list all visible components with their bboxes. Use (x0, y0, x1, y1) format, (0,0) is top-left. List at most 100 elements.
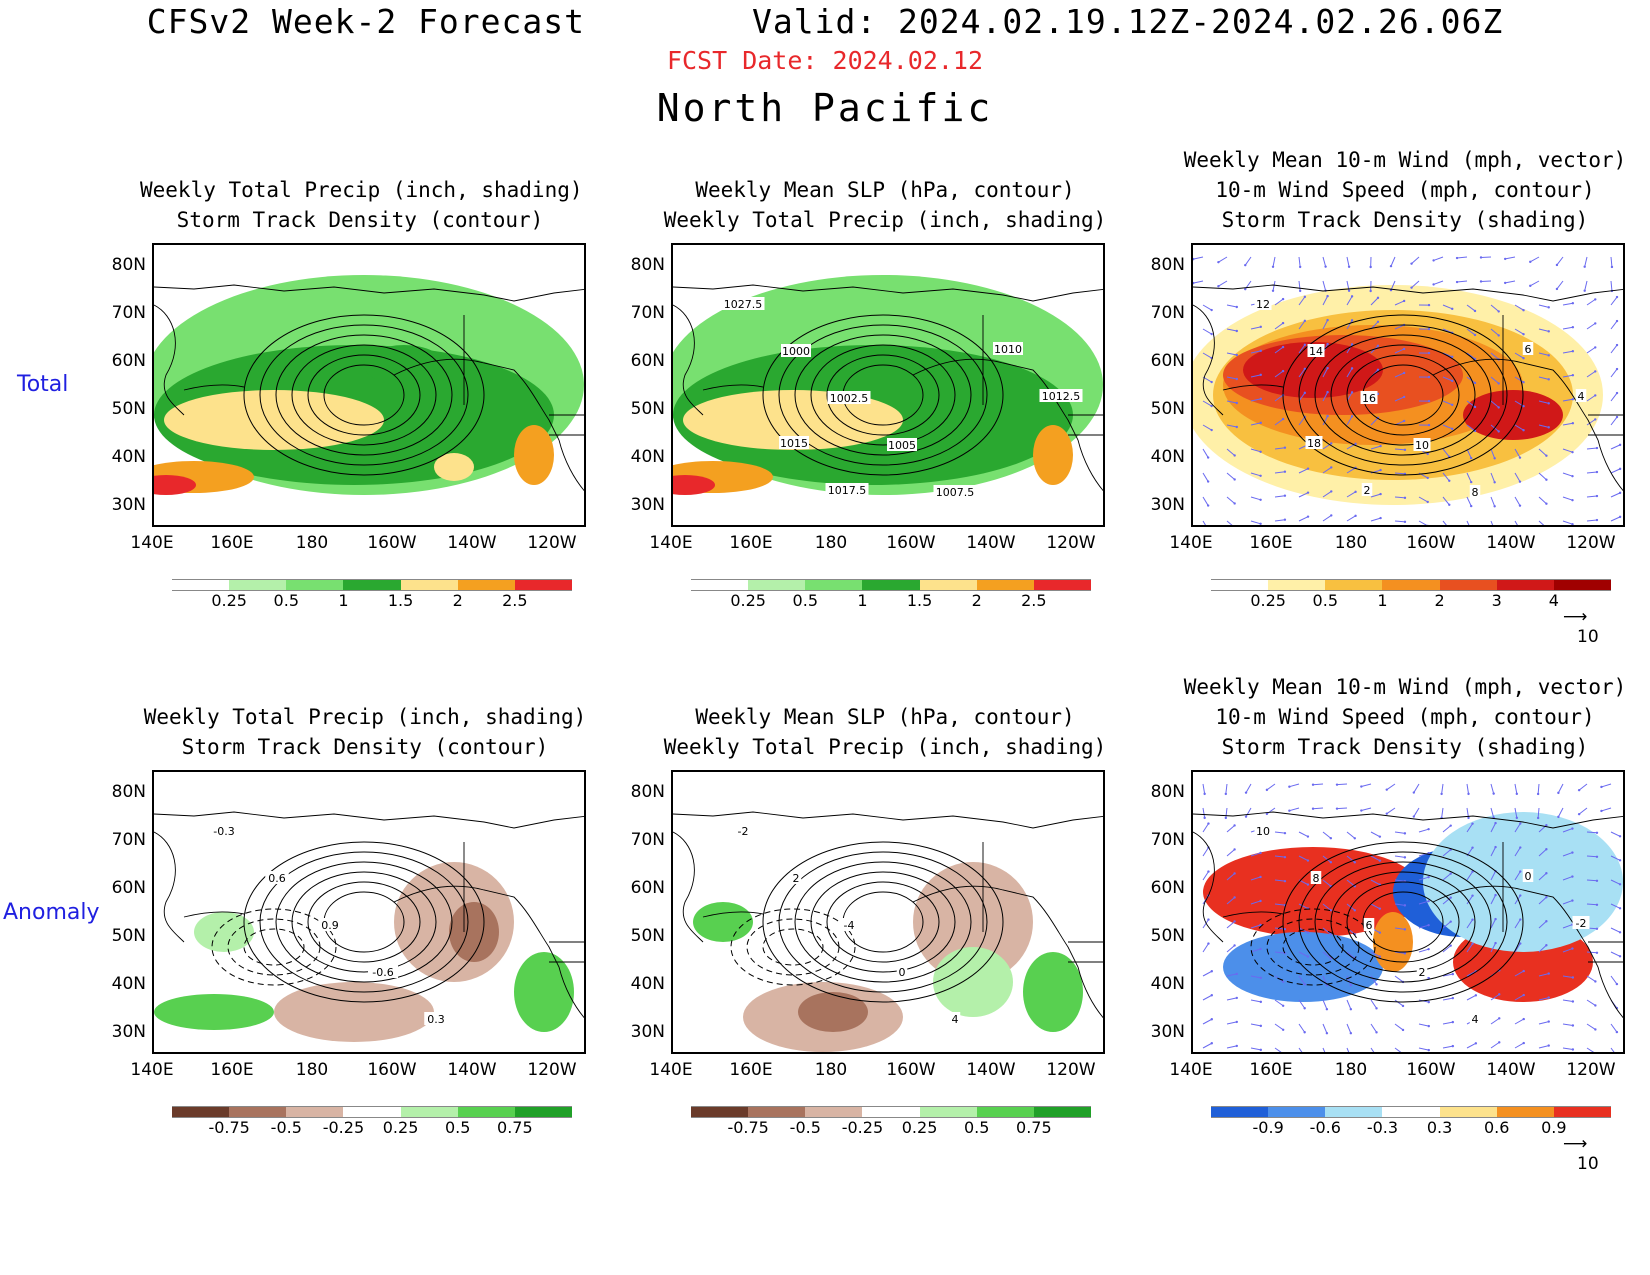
colorbar-label: 0.5 (1312, 591, 1338, 610)
colorbar-t2 (691, 579, 1091, 591)
colorbar-label: 0.25 (211, 591, 247, 610)
lon-tick-label: 120W (1566, 533, 1616, 553)
contour-line-negative (762, 928, 824, 966)
shading-region (1223, 932, 1383, 1002)
contour-label: 0 (1522, 869, 1534, 883)
lat-tick-label: 50N (1150, 926, 1185, 946)
colorbar-label: 3 (1491, 591, 1502, 610)
shading-region (154, 994, 274, 1030)
colorbar-swatch (172, 1106, 230, 1118)
svg-text:10: 10 (1256, 825, 1270, 838)
svg-text:0: 0 (899, 966, 906, 979)
row-label-anomaly: Anomaly (3, 900, 100, 925)
svg-text:1015: 1015 (780, 437, 808, 450)
lat-tick-label: 40N (1150, 447, 1185, 467)
shading-region (913, 862, 1033, 982)
asia-coastline (673, 831, 704, 943)
colorbar-label: 4 (1548, 591, 1559, 610)
lat-tick-label: 50N (1150, 399, 1185, 419)
contour-label: 2 (790, 871, 802, 885)
map-panel-a1: -0.3 0.6 0.9 -0.6 0.3 (152, 770, 586, 1054)
contour-line (259, 851, 469, 993)
shading-region (164, 390, 384, 450)
lat-tick-label: 30N (1150, 495, 1185, 515)
contour-label: 1010 (993, 342, 1023, 356)
contour-label: -0.3 (209, 824, 239, 838)
svg-text:12: 12 (1256, 298, 1270, 311)
contour-line (794, 861, 972, 983)
svg-text:-2: -2 (1576, 917, 1587, 930)
contour-label: 0 (896, 965, 908, 979)
contour-label: 1015 (779, 436, 809, 450)
contour-label: 14 (1307, 344, 1325, 358)
contour-label: 6 (1363, 918, 1375, 932)
colorbar-swatch (1268, 1106, 1326, 1118)
contour-label: 8 (1469, 485, 1481, 499)
contour-line (1314, 861, 1492, 983)
contour-line (826, 881, 940, 963)
colorbar-label: 0.5 (963, 1118, 990, 1137)
colorbar-a1 (172, 1106, 572, 1118)
colorbar-swatch (400, 579, 458, 591)
lat-tick-label: 80N (1150, 782, 1185, 802)
svg-text:14: 14 (1309, 345, 1323, 358)
svg-text:1010: 1010 (994, 343, 1022, 356)
svg-text:1027.5: 1027.5 (724, 298, 763, 311)
colorbar-label: 0.5 (444, 1118, 471, 1137)
lon-tick-label: 140W (447, 1060, 497, 1080)
contour-label: -0.6 (368, 965, 398, 979)
colorbar-label: 0.75 (1016, 1118, 1052, 1137)
colorbar-swatch (1033, 1106, 1091, 1118)
contour-line-negative (1266, 918, 1360, 976)
colorbar-label: 1 (857, 591, 868, 610)
colorbar-label: 0.3 (1426, 1118, 1453, 1137)
wind-vectors (1193, 256, 1622, 525)
shading-region (1463, 390, 1563, 440)
contour-line (810, 344, 956, 446)
vector-reference-arrow: ⟶ (1563, 1134, 1588, 1154)
colorbar-label: 0.6 (1483, 1118, 1510, 1137)
contour-line (243, 314, 485, 476)
svg-text:1000: 1000 (782, 345, 810, 358)
contour-label: 6 (1522, 342, 1534, 356)
colorbar-swatch (457, 579, 515, 591)
colorbar-label: 0.25 (901, 1118, 938, 1137)
lat-tick-label: 80N (1150, 255, 1185, 275)
map-panel-a2: -2 2 -4 0 4 (671, 770, 1105, 1054)
contour-line (275, 334, 453, 456)
lat-tick-label: 60N (111, 878, 146, 898)
shading-region (1023, 952, 1083, 1032)
lon-tick-label: 180 (295, 1060, 329, 1080)
aleutian-chain (183, 384, 245, 391)
colorbar-swatch (286, 1106, 344, 1118)
contour-line-negative (227, 918, 321, 976)
row-label-total: Total (17, 372, 69, 397)
colorbar-label: -0.5 (789, 1118, 821, 1137)
arctic-coastline (673, 284, 1103, 302)
shading-region (683, 390, 903, 450)
colorbar-label: -0.75 (208, 1118, 250, 1137)
lon-tick-label: 180 (1334, 1060, 1368, 1080)
lat-tick-label: 50N (111, 926, 146, 946)
contour-label: -2 (734, 824, 752, 838)
contour-label: 2 (1416, 965, 1428, 979)
lat-tick-label: 50N (630, 926, 665, 946)
svg-text:0.3: 0.3 (427, 1013, 445, 1026)
lat-tick-label: 30N (1150, 1022, 1185, 1042)
vector-reference-arrow: ⟶ (1563, 607, 1588, 627)
svg-text:1007.5: 1007.5 (936, 486, 975, 499)
svg-text:0.6: 0.6 (268, 872, 286, 885)
lon-tick-label: 160E (210, 533, 254, 553)
lon-tick-label: 180 (295, 533, 329, 553)
svg-text:8: 8 (1472, 486, 1479, 499)
colorbar-t1 (172, 579, 572, 591)
contour-line (1346, 354, 1460, 436)
lon-tick-label: 140E (649, 533, 693, 553)
colorbar-label: 1.5 (387, 591, 414, 610)
colorbar-label: 0.5 (273, 591, 299, 610)
shading-region (434, 453, 474, 481)
aleutian-chain (1222, 384, 1284, 391)
lon-tick-label: 140E (1169, 1060, 1213, 1080)
asia-coastline (154, 304, 185, 416)
aleutian-chain (1222, 911, 1284, 918)
